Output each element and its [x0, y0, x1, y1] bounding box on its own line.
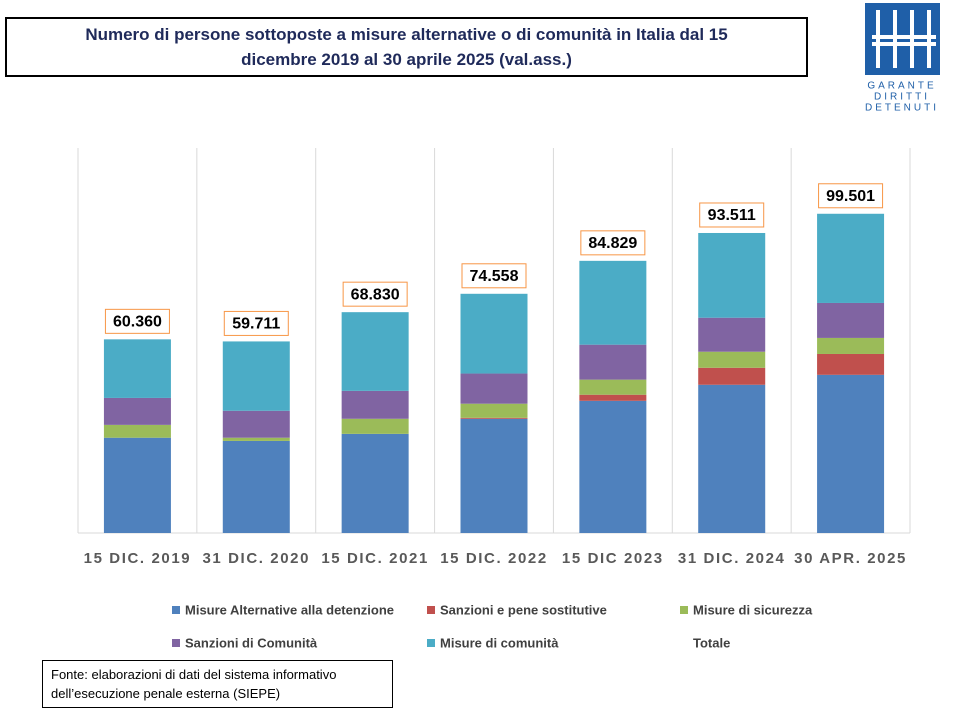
- bar-segment: [103, 437, 171, 533]
- source-note: Fonte: elaborazioni di dati del sistema …: [42, 660, 393, 708]
- legend-label: Misure di sicurezza: [693, 602, 813, 617]
- bar-segment: [698, 232, 766, 318]
- total-label-box: [461, 263, 527, 289]
- bar-segment: [222, 410, 290, 438]
- bar-segment: [222, 341, 290, 411]
- chart-title: Numero di persone sottoposte a misure al…: [5, 17, 808, 77]
- bar-segment: [222, 437, 290, 441]
- total-label: 59.711: [232, 316, 280, 333]
- bar-segment: [460, 417, 528, 419]
- bar-segment: [579, 394, 647, 401]
- total-label: 74.558: [470, 268, 519, 285]
- legend-swatch: [172, 606, 180, 614]
- legend-swatch: [427, 639, 435, 647]
- bar-segment: [817, 302, 885, 338]
- bar-segment: [460, 373, 528, 404]
- bar-segment: [817, 337, 885, 354]
- legend-label: Totale: [693, 635, 730, 650]
- bar-segment: [579, 344, 647, 380]
- total-label: 99.501: [826, 188, 875, 205]
- legend-label: Sanzioni e pene sostitutive: [440, 602, 607, 617]
- bar-segment: [341, 433, 409, 533]
- bar-segment: [817, 353, 885, 375]
- bar-segment: [579, 400, 647, 533]
- logo-text: GARANTE: [867, 81, 936, 92]
- bar-segment: [579, 379, 647, 395]
- bar-segment: [817, 374, 885, 533]
- total-label: 84.829: [588, 235, 637, 252]
- total-label-box: [580, 230, 646, 256]
- legend-swatch: [172, 639, 180, 647]
- bar-segment: [698, 384, 766, 533]
- x-tick-label: 31 DIC. 2020: [202, 550, 311, 567]
- bar-segment: [103, 339, 171, 398]
- bar-segment: [341, 418, 409, 434]
- legend-swatch: [427, 606, 435, 614]
- legend-label: Misure Alternative alla detenzione: [185, 602, 394, 617]
- logo-text: DETENUTI: [865, 103, 939, 114]
- bar-segment: [698, 351, 766, 368]
- legend-label: Misure di comunità: [440, 635, 559, 650]
- bar-segment: [460, 403, 528, 418]
- bar-segment: [103, 424, 171, 438]
- total-label-box: [699, 202, 765, 228]
- x-tick-label: 15 DIC. 2022: [440, 550, 548, 567]
- total-label: 60.360: [113, 314, 162, 331]
- bar-segment: [460, 293, 528, 374]
- logo-stroke: [872, 42, 936, 46]
- legend-label: Sanzioni di Comunità: [185, 635, 318, 650]
- x-tick-label: 30 APR. 2025: [794, 550, 907, 567]
- bar-segment: [579, 260, 647, 345]
- x-tick-label: 15 DIC. 2019: [83, 550, 192, 567]
- bar-segment: [817, 213, 885, 303]
- x-tick-label: 15 DIC 2023: [561, 550, 664, 567]
- bar-segment: [103, 397, 171, 425]
- bar-segment: [222, 440, 290, 533]
- bar-segment: [698, 317, 766, 352]
- bar-segment: [698, 367, 766, 385]
- total-label: 93.511: [708, 207, 756, 224]
- total-label-box: [342, 281, 408, 307]
- x-tick-label: 31 DIC. 2024: [677, 550, 786, 567]
- legend-swatch: [680, 606, 688, 614]
- bar-segment: [341, 312, 409, 391]
- total-label-box: [104, 308, 170, 334]
- bar-segment: [341, 390, 409, 419]
- logo-text: DIRITTI: [874, 92, 930, 103]
- total-label: 68.830: [351, 286, 400, 303]
- logo-stroke: [872, 35, 936, 39]
- total-label-box: [223, 310, 289, 336]
- x-tick-label: 15 DIC. 2021: [321, 550, 429, 567]
- total-label-box: [818, 183, 884, 209]
- bar-segment: [460, 418, 528, 533]
